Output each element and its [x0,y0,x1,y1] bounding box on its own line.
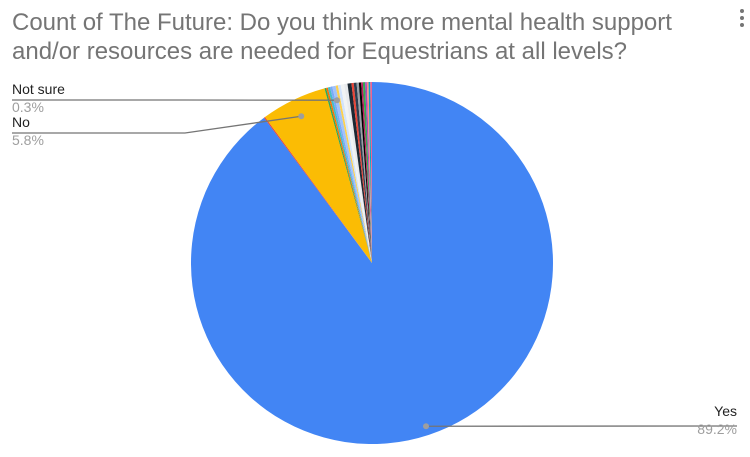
pie-slice[interactable] [351,82,372,263]
more-options-icon[interactable] [738,6,746,30]
slice-label-yes: Yes [714,403,737,419]
pie-slice-yes[interactable] [191,82,554,444]
chart-title: Count of The Future: Do you think more m… [12,9,672,65]
slice-value-yes: 89.2% [697,421,737,437]
pie-slice[interactable] [324,87,372,264]
pie-slice[interactable] [347,83,372,263]
slice-value-no: 5.8% [12,132,44,148]
pie-slice[interactable] [340,84,372,263]
slice-value-not-sure: 0.3% [12,99,44,115]
pie-slice[interactable] [327,86,372,263]
slice-label-no: No [12,114,30,130]
pie-slice[interactable] [370,82,372,263]
pie-slice[interactable] [335,85,372,264]
leader-dot-no [298,113,305,120]
pie-slice[interactable] [337,84,372,263]
pie-slice[interactable] [330,86,372,263]
leader-dot-not-sure [333,97,340,104]
slice-label-not-sure: Not sure [12,81,65,97]
pie-slice[interactable] [326,87,372,263]
pie-slice[interactable] [366,82,372,263]
pie-slice[interactable] [368,82,372,264]
pie-slice[interactable] [365,82,372,263]
leader-dot-yes [423,423,430,430]
pie-slice[interactable] [361,82,372,263]
pie-slice[interactable] [344,83,372,264]
pie-slice-not-sure[interactable] [332,85,372,263]
leader-line-no [12,115,302,134]
pie-slice[interactable] [358,82,372,264]
pie-slice[interactable] [353,82,372,264]
pie-slice[interactable] [264,117,372,263]
pie-slice-no[interactable] [264,88,372,263]
pie-slice[interactable] [362,82,372,263]
pie-slice[interactable] [356,82,372,263]
